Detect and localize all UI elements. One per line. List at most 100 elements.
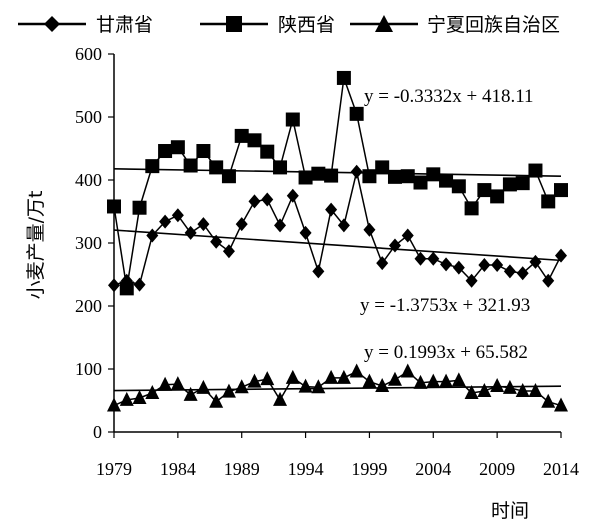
x-tick-label: 1999 xyxy=(351,459,387,479)
data-point xyxy=(325,202,338,217)
series-line-1 xyxy=(113,77,562,289)
data-point xyxy=(427,251,440,266)
data-point xyxy=(210,234,223,249)
data-point xyxy=(515,176,530,191)
data-point xyxy=(209,393,224,408)
data-point xyxy=(502,379,517,394)
data-point xyxy=(158,144,173,159)
y-tick-label: 400 xyxy=(75,170,102,190)
data-point xyxy=(247,373,262,388)
legend: 甘肃省 陕西省 宁夏回族自治区 xyxy=(18,14,560,36)
data-point xyxy=(555,248,567,263)
data-point xyxy=(324,168,339,183)
data-point xyxy=(502,177,517,192)
trendline-2 xyxy=(113,385,562,392)
data-point xyxy=(221,383,236,398)
data-point xyxy=(221,169,236,184)
data-point xyxy=(387,371,402,386)
x-tick-label: 2009 xyxy=(479,459,515,479)
data-point xyxy=(171,208,184,223)
data-point xyxy=(159,214,172,229)
data-point xyxy=(375,160,390,175)
data-point xyxy=(184,225,197,240)
x-tick-label: 1979 xyxy=(96,459,132,479)
data-point xyxy=(439,373,454,388)
data-point xyxy=(273,391,288,406)
x-axis-title: 时间 xyxy=(491,500,529,522)
data-point xyxy=(376,256,389,271)
legend-marker-ningxia xyxy=(375,15,393,32)
legend-label-ningxia: 宁夏回族自治区 xyxy=(427,14,560,36)
data-point xyxy=(132,200,147,215)
data-point xyxy=(311,379,326,394)
data-point xyxy=(542,273,555,288)
data-point xyxy=(234,128,249,143)
data-point xyxy=(413,374,428,389)
data-point xyxy=(516,266,529,281)
y-tick-label: 100 xyxy=(75,359,102,379)
data-point xyxy=(312,264,325,279)
data-point xyxy=(133,277,146,292)
data-point xyxy=(285,112,300,127)
data-point xyxy=(349,106,364,121)
y-tick-label: 600 xyxy=(75,44,102,64)
data-point xyxy=(529,254,542,269)
data-point xyxy=(145,384,160,399)
legend-item-gansu: 甘肃省 xyxy=(18,14,153,36)
data-point xyxy=(439,173,454,188)
data-point xyxy=(196,379,211,394)
data-point xyxy=(363,222,376,237)
data-point xyxy=(375,378,390,393)
data-point xyxy=(222,244,235,259)
x-tick-label: 1984 xyxy=(160,459,196,479)
legend-marker-gansu xyxy=(44,16,60,32)
data-point xyxy=(464,384,479,399)
data-point xyxy=(119,281,134,296)
data-point xyxy=(274,218,287,233)
data-point xyxy=(196,144,211,159)
data-point xyxy=(107,199,121,214)
data-point xyxy=(145,159,160,174)
trend-eq-shaanxi: y = -0.3332x + 418.11 xyxy=(364,86,534,107)
data-point xyxy=(554,183,568,198)
data-point xyxy=(119,391,134,406)
data-point xyxy=(183,386,198,401)
data-point xyxy=(451,372,466,387)
data-point xyxy=(235,217,248,232)
data-point xyxy=(401,228,414,243)
data-point xyxy=(387,169,402,184)
y-tick-label: 500 xyxy=(75,107,102,127)
data-point xyxy=(490,189,505,204)
data-point xyxy=(298,378,313,393)
data-point xyxy=(108,278,120,293)
data-point xyxy=(286,188,299,203)
data-point xyxy=(465,273,478,288)
data-point xyxy=(132,389,147,404)
y-axis-title: 小麦产量/万t xyxy=(25,191,47,300)
data-point xyxy=(234,379,249,394)
data-point xyxy=(336,369,351,384)
x-tick-label: 1994 xyxy=(288,459,324,479)
data-point xyxy=(414,251,427,266)
legend-marker-shaanxi xyxy=(226,16,242,32)
data-point xyxy=(362,373,377,388)
data-point xyxy=(440,257,453,272)
data-point xyxy=(107,397,121,412)
trendline-0 xyxy=(113,229,562,262)
data-point xyxy=(349,363,364,378)
data-point xyxy=(541,393,556,408)
data-point xyxy=(478,258,491,273)
trend-eq-gansu: y = -1.3753x + 321.93 xyxy=(360,295,530,316)
data-point xyxy=(477,383,492,398)
data-point xyxy=(452,260,465,275)
data-point xyxy=(477,183,492,198)
data-point xyxy=(413,175,428,190)
x-tick-label: 2014 xyxy=(543,459,579,479)
data-point xyxy=(324,369,339,384)
data-point xyxy=(298,170,313,185)
data-point xyxy=(541,194,556,209)
data-point xyxy=(400,169,415,184)
y-tick-label: 300 xyxy=(75,233,102,253)
data-point xyxy=(260,371,275,386)
data-point xyxy=(426,373,441,388)
